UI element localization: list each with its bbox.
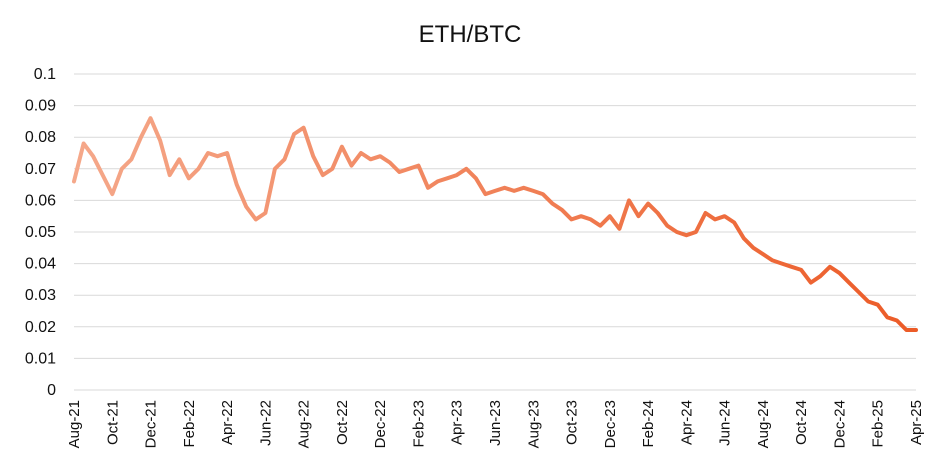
x-tick-label: Aug-24 [755,400,772,448]
x-tick-label: Jun-22 [257,400,274,446]
x-tick-label: Dec-21 [143,400,160,448]
x-tick-label: Feb-23 [410,400,427,448]
series-line [72,116,918,332]
x-tick-label: Jun-23 [487,400,504,446]
x-axis-ticks: Aug-21 Oct-21 Dec-21 Feb-22 Apr-22 Jun-22 Aug-… [66,400,925,448]
y-tick-label: 0.05 [25,224,56,241]
y-tick-label: 0.09 [25,98,56,115]
x-tick-label: Feb-24 [640,400,657,448]
x-tick-label: Dec-23 [602,400,619,448]
chart-title: ETH/BTC [419,21,522,48]
y-tick-label: 0.06 [25,192,56,209]
y-tick-label: 0.07 [25,161,56,178]
x-tick-label: Aug-23 [525,400,542,448]
x-tick-label: Aug-22 [296,400,313,448]
x-tick-label: Feb-22 [181,400,198,448]
x-tick-label: Oct-21 [104,400,121,445]
y-tick-label: 0.02 [25,319,56,336]
y-tick-label: 0.04 [25,256,56,273]
y-tick-label: 0.08 [25,129,56,146]
y-tick-label: 0.03 [25,287,56,304]
x-tick-label: Oct-23 [564,400,581,445]
x-tick-label: Aug-21 [66,400,83,448]
x-tick-label: Feb-25 [870,400,887,448]
y-tick-label: 0.01 [25,350,56,367]
x-tick-label: Oct-22 [334,400,351,445]
x-tick-label: Apr-25 [908,400,925,445]
y-axis-ticks: 0 0.01 0.02 0.03 0.04 0.05 0.06 0.07 0.08 0.09 0.1 [25,66,56,399]
x-tick-label: Apr-23 [449,400,466,445]
y-tick-label: 0 [47,382,56,399]
x-tick-label: Dec-22 [372,400,389,448]
x-tick-label: Apr-22 [219,400,236,445]
y-tick-label: 0.1 [34,66,56,83]
gridlines [74,73,916,391]
x-tick-label: Apr-24 [678,400,695,445]
x-tick-label: Oct-24 [793,400,810,445]
x-tick-label: Jun-24 [717,400,734,446]
x-tick-label: Dec-24 [831,400,848,448]
